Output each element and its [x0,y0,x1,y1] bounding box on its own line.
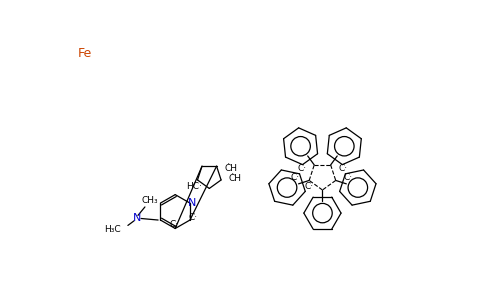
Text: ĊH: ĊH [225,164,237,173]
Text: N: N [188,198,197,208]
Text: CH₃: CH₃ [141,196,158,205]
Text: Fe: Fe [77,47,92,60]
Text: C·: C· [344,173,352,182]
Text: ĊH: ĊH [229,174,242,183]
Text: HC·: HC· [186,182,201,191]
Text: C·: C· [188,213,197,222]
Text: C·: C· [338,164,348,173]
Text: N: N [133,214,141,224]
Text: C·: C· [291,173,300,182]
Text: C·: C· [169,220,178,229]
Text: H₃C: H₃C [104,225,121,234]
Text: C·: C· [297,164,306,173]
Text: C·: C· [304,182,313,191]
